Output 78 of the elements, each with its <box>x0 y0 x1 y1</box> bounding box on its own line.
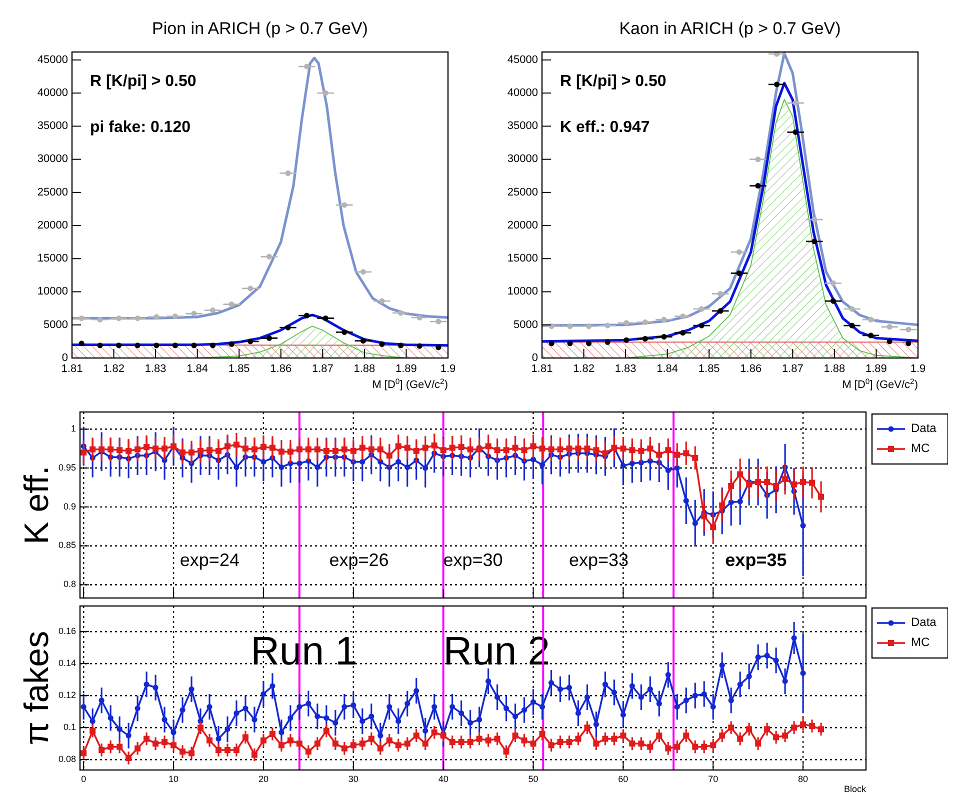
y-tick-label: 15000 <box>507 252 538 265</box>
x-tick-label: 50 <box>528 774 538 784</box>
x-tick-label: 1.82 <box>103 363 124 375</box>
x-tick-label: 10 <box>168 774 179 784</box>
x-tick-label: 1.89 <box>866 363 887 375</box>
y-tick-label: 0.12 <box>58 690 76 700</box>
y-tick-label: 0.85 <box>58 540 76 550</box>
x-tick-label: 1.84 <box>656 363 678 375</box>
legend-label: Data <box>911 421 937 436</box>
annotation: pi fake: 0.120 <box>90 119 191 136</box>
x-tick-label: 1.88 <box>354 363 376 375</box>
y-tick-label: 5000 <box>514 318 538 331</box>
y-tick-label: 0 <box>532 352 538 364</box>
y-tick-label: 30000 <box>37 153 68 166</box>
chart-title: Pion in ARICH (p > 0.7 GeV) <box>152 19 368 38</box>
y-tick-label: 0.8 <box>63 579 76 590</box>
annotation: exp=33 <box>568 550 629 570</box>
y-tick-label: 10000 <box>507 286 538 298</box>
x-tick-label: 40 <box>438 774 448 784</box>
legend-label: MC <box>911 441 930 456</box>
y-tick-label: 20000 <box>37 219 68 232</box>
x-tick-label: 1.84 <box>186 363 208 375</box>
x-tick-label: 80 <box>798 774 808 784</box>
y-tick-label: 30000 <box>507 153 538 166</box>
x-tick-label: 1.81 <box>531 363 553 375</box>
x-tick-label: 1.81 <box>61 363 83 375</box>
y-tick-label: 35000 <box>37 120 68 132</box>
x-tick-label: 1.85 <box>228 363 250 375</box>
x-tick-label: 0 <box>81 774 86 784</box>
y-tick-label: 45000 <box>37 54 68 66</box>
x-axis-title: M [D$^{0}$] (GeV/c$^{2}$) <box>372 376 448 391</box>
x-tick-label: 1.86 <box>270 363 292 375</box>
x-tick-label: 70 <box>708 774 718 784</box>
x-tick-label: 1.88 <box>824 363 846 375</box>
y-tick-label: 0.08 <box>58 754 76 764</box>
y-tick-label: 0.9 <box>63 501 76 512</box>
y-tick-label: 5000 <box>44 318 68 331</box>
x-tick-label: 1.9 <box>440 363 456 375</box>
x-tick-label: 1.86 <box>740 363 762 375</box>
y-tick-label: 1 <box>70 423 76 434</box>
x-tick-label: 1.83 <box>614 363 636 375</box>
legend-label: MC <box>911 635 930 650</box>
annotation: R [K/pi] > 0.50 <box>560 73 666 90</box>
y-tick-label: 25000 <box>37 186 68 198</box>
y-tick-label: 35000 <box>507 120 538 132</box>
y-tick-label: 0.16 <box>58 626 76 636</box>
x-tick-label: 60 <box>618 774 628 784</box>
y-tick-label: 0 <box>62 352 68 364</box>
x-tick-label: 30 <box>348 774 358 784</box>
x-axis-title: Block <box>844 784 866 794</box>
y-axis-title: K eff. <box>18 466 56 544</box>
annotation: exp=26 <box>329 550 389 570</box>
y-tick-label: 0.95 <box>58 462 76 472</box>
y-axis-title: π fakes <box>18 630 56 746</box>
y-tick-label: 20000 <box>507 219 538 232</box>
y-tick-label: 40000 <box>507 86 538 99</box>
y-tick-label: 25000 <box>507 186 538 198</box>
legend-label: Data <box>911 615 937 630</box>
x-axis-title: M [D$^{0}$] (GeV/c$^{2}$) <box>842 376 918 391</box>
y-tick-label: 40000 <box>37 86 68 99</box>
x-tick-label: 1.82 <box>573 363 594 375</box>
y-tick-label: 45000 <box>507 54 538 66</box>
annotation: K eff.: 0.947 <box>560 119 650 136</box>
chart-title: Kaon in ARICH (p > 0.7 GeV) <box>619 19 841 38</box>
annotation: R [K/pi] > 0.50 <box>90 73 196 90</box>
annotation: exp=24 <box>180 550 240 570</box>
y-tick-label: 15000 <box>37 252 68 265</box>
x-tick-label: 1.9 <box>910 363 926 375</box>
y-tick-label: 0.1 <box>63 722 76 732</box>
y-tick-label: 0.14 <box>58 658 76 668</box>
x-tick-label: 1.87 <box>312 363 334 375</box>
x-tick-label: 1.83 <box>144 363 166 375</box>
x-tick-label: 1.85 <box>698 363 720 375</box>
x-tick-label: 20 <box>258 774 268 784</box>
x-tick-label: 1.89 <box>396 363 417 375</box>
annotation: exp=35 <box>725 550 787 570</box>
y-tick-label: 10000 <box>37 286 68 298</box>
x-tick-label: 1.87 <box>782 363 804 375</box>
